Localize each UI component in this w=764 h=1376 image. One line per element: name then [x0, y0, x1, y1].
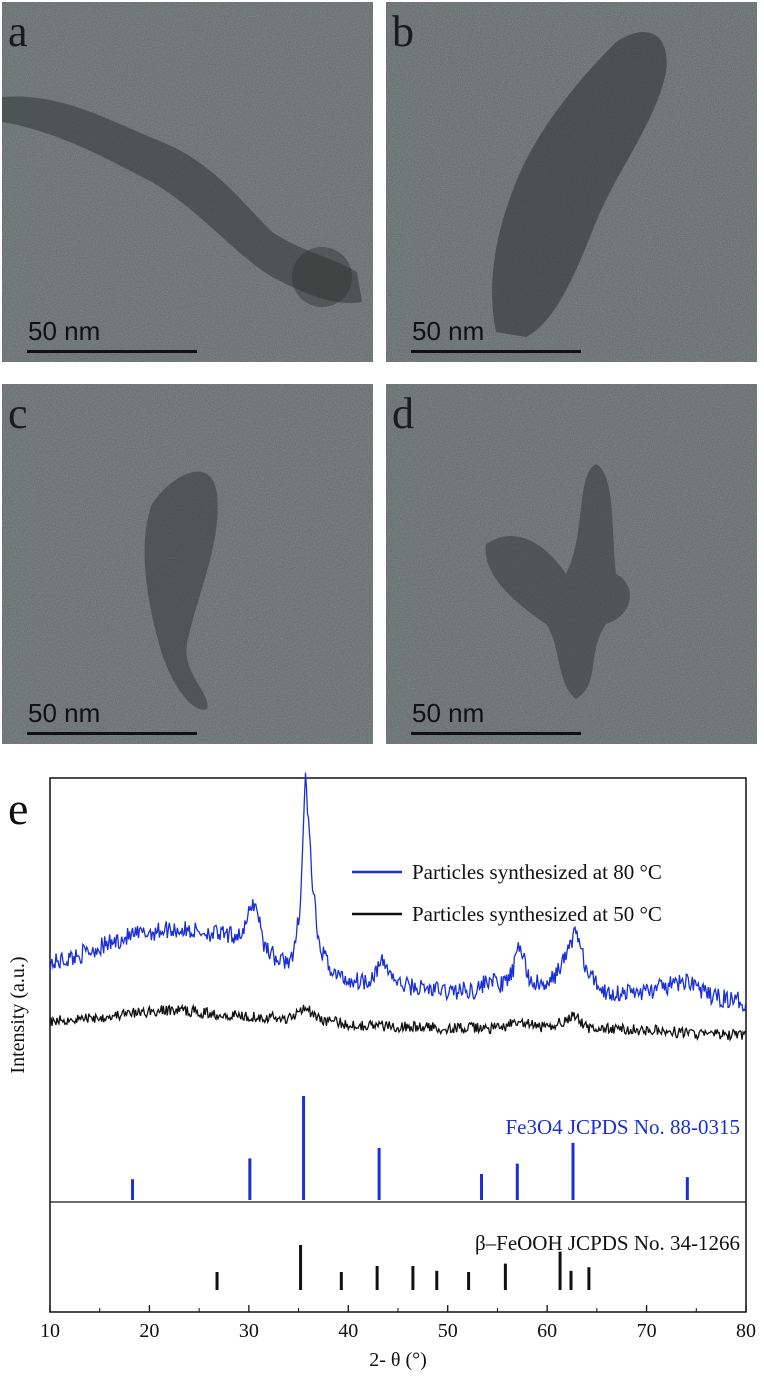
series-line-1	[49, 772, 747, 1013]
scale-bar	[411, 732, 581, 735]
legend-label: Particles synthesized at 80 °C	[412, 860, 662, 884]
x-tick-label: 20	[139, 1320, 159, 1342]
x-tick-label: 10	[40, 1320, 60, 1342]
scale-bar	[27, 350, 197, 353]
reference-layer: Fe3O4 JCPDS No. 88-0315 β–FeOOH JCPDS No.…	[131, 1096, 740, 1290]
tem-image-c	[2, 384, 373, 744]
panel-letter: d	[392, 389, 414, 438]
tem-panel-a: a 50 nm	[2, 2, 373, 362]
scale-bar-label: 50 nm	[412, 698, 485, 728]
panel-letter: c	[8, 389, 28, 438]
legend-label: Particles synthesized at 50 °C	[412, 902, 662, 926]
tem-panel-d: d 50 nm	[386, 384, 757, 744]
x-tick-label: 40	[338, 1320, 358, 1342]
scale-bar	[27, 732, 197, 735]
panel-letter: a	[8, 7, 28, 56]
x-tick-label: 30	[239, 1320, 259, 1342]
tem-panel-c: c 50 nm	[2, 384, 373, 744]
tem-panel-b: b 50 nm	[386, 2, 757, 362]
scale-bar-label: 50 nm	[412, 316, 485, 346]
reference-label: β–FeOOH JCPDS No. 34-1266	[475, 1231, 740, 1255]
series-line-2	[49, 1003, 746, 1042]
tem-image-a	[2, 2, 373, 362]
tem-image-d	[386, 384, 757, 744]
x-axis-label: 2- θ (°)	[369, 1349, 427, 1371]
x-axis: 10 20 30 40 50 60 70 80	[40, 1305, 756, 1342]
scale-bar	[411, 350, 581, 353]
scale-bar-label: 50 nm	[28, 316, 101, 346]
y-axis-label: Intensity (a.u.)	[7, 956, 29, 1073]
panel-letter: b	[392, 7, 414, 56]
series-layer	[49, 772, 747, 1042]
tem-image-b	[386, 2, 757, 362]
scale-bar-label: 50 nm	[28, 698, 101, 728]
panel-letter: e	[8, 783, 29, 834]
x-tick-label: 80	[736, 1320, 756, 1342]
x-tick-label: 50	[438, 1320, 458, 1342]
x-tick-label: 70	[637, 1320, 657, 1342]
x-tick-label: 60	[537, 1320, 557, 1342]
xrd-chart: Fe3O4 JCPDS No. 88-0315 β–FeOOH JCPDS No.…	[7, 772, 756, 1371]
reference-label: Fe3O4 JCPDS No. 88-0315	[505, 1115, 740, 1139]
legend: Particles synthesized at 80 °C Particles …	[352, 860, 662, 926]
